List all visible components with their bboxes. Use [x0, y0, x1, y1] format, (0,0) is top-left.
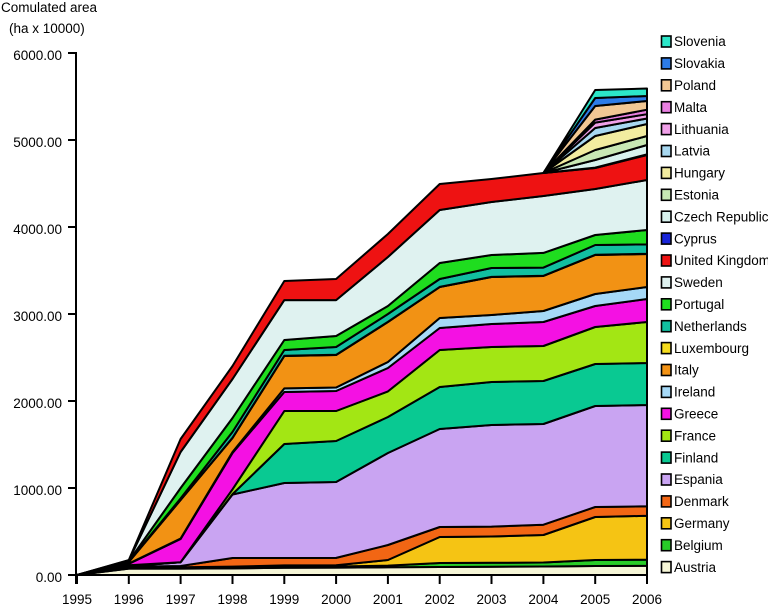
svg-text:2005: 2005	[580, 592, 610, 607]
svg-text:(ha x 10000): (ha x 10000)	[9, 21, 85, 36]
svg-text:5000.00: 5000.00	[13, 135, 62, 150]
svg-text:2003: 2003	[476, 592, 506, 607]
svg-text:Belgium: Belgium	[674, 538, 723, 553]
svg-text:Greece: Greece	[674, 407, 718, 422]
svg-text:6000.00: 6000.00	[13, 48, 62, 63]
svg-text:Slovakia: Slovakia	[674, 56, 726, 71]
svg-text:0.00: 0.00	[36, 570, 62, 585]
svg-text:1996: 1996	[114, 592, 144, 607]
svg-text:Slovenia: Slovenia	[674, 34, 726, 49]
svg-text:1997: 1997	[166, 592, 196, 607]
svg-text:2002: 2002	[425, 592, 455, 607]
svg-text:Malta: Malta	[674, 100, 708, 115]
svg-text:1995: 1995	[62, 592, 92, 607]
svg-text:Austria: Austria	[674, 560, 717, 575]
svg-text:Poland: Poland	[674, 78, 716, 93]
svg-text:Italy: Italy	[674, 363, 699, 378]
svg-text:Estonia: Estonia	[674, 188, 720, 203]
svg-text:United Kingdom: United Kingdom	[674, 253, 768, 268]
svg-text:Espania: Espania	[674, 472, 723, 487]
svg-text:Lithuania: Lithuania	[674, 122, 729, 137]
svg-text:1999: 1999	[269, 592, 299, 607]
svg-text:Cyprus: Cyprus	[674, 231, 717, 246]
svg-text:2006: 2006	[632, 592, 662, 607]
svg-text:Finland: Finland	[674, 450, 718, 465]
svg-text:2000.00: 2000.00	[13, 396, 62, 411]
svg-text:4000.00: 4000.00	[13, 222, 62, 237]
svg-text:Denmark: Denmark	[674, 494, 729, 509]
svg-text:Ireland: Ireland	[674, 385, 715, 400]
svg-text:Czech Republic: Czech Republic	[674, 209, 768, 224]
svg-text:2001: 2001	[373, 592, 403, 607]
svg-text:Luxembourg: Luxembourg	[674, 341, 749, 356]
svg-text:Netherlands: Netherlands	[674, 319, 747, 334]
svg-text:1000.00: 1000.00	[13, 483, 62, 498]
svg-text:Comulated area: Comulated area	[1, 0, 98, 15]
svg-text:Hungary: Hungary	[674, 166, 725, 181]
svg-text:Latvia: Latvia	[674, 144, 711, 159]
svg-text:France: France	[674, 428, 716, 443]
svg-text:3000.00: 3000.00	[13, 309, 62, 324]
svg-text:Portugal: Portugal	[674, 297, 724, 312]
svg-text:Germany: Germany	[674, 516, 730, 531]
svg-text:Sweden: Sweden	[674, 275, 723, 290]
svg-text:2000: 2000	[321, 592, 351, 607]
svg-text:1998: 1998	[217, 592, 247, 607]
svg-text:2004: 2004	[528, 592, 559, 607]
